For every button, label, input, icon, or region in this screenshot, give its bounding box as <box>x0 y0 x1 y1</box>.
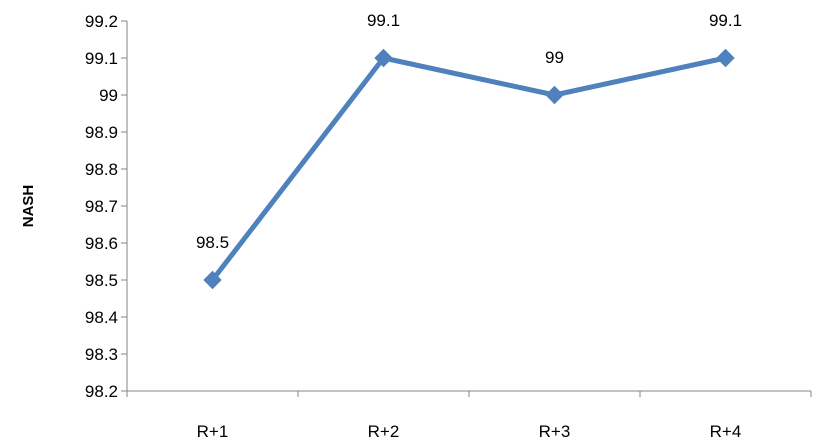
x-tick-label: R+3 <box>539 422 571 441</box>
x-tick-label: R+4 <box>710 422 742 441</box>
data-label: 99 <box>545 48 564 67</box>
x-tick-labels: R+1 R+2 R+3 R+4 <box>197 422 742 441</box>
data-label: 99.1 <box>709 11 742 30</box>
series-line <box>210 55 728 283</box>
data-label: 99.1 <box>367 11 400 30</box>
axes <box>121 20 812 397</box>
y-tick-label: 98.9 <box>85 123 118 142</box>
y-tick-label: 99.2 <box>85 12 118 31</box>
data-point-marker <box>374 48 393 68</box>
data-point-marker <box>203 270 222 290</box>
x-tick-label: R+1 <box>197 422 229 441</box>
y-tick-label: 98.2 <box>85 382 118 401</box>
data-point-marker <box>716 48 735 68</box>
y-tick-label: 98.8 <box>85 160 118 179</box>
y-tick-label: 99.1 <box>85 49 118 68</box>
y-axis-title: NASH <box>20 185 37 228</box>
data-label: 98.5 <box>196 233 229 252</box>
series-group <box>210 55 728 283</box>
markers-group <box>203 48 735 290</box>
y-tick-label: 98.7 <box>85 197 118 216</box>
data-labels-group: 98.5 99.1 99 99.1 <box>196 11 742 252</box>
x-tick-label: R+2 <box>368 422 400 441</box>
y-tick-label: 99 <box>99 86 118 105</box>
y-tick-label: 98.6 <box>85 234 118 253</box>
y-tick-labels: 98.2 98.3 98.4 98.5 98.6 98.7 98.8 98.9 99 99.1 99… <box>85 12 118 401</box>
y-tick-label: 98.5 <box>85 271 118 290</box>
y-tick-label: 98.3 <box>85 345 118 364</box>
data-point-marker <box>545 85 564 105</box>
y-tick-label: 98.4 <box>85 308 118 327</box>
